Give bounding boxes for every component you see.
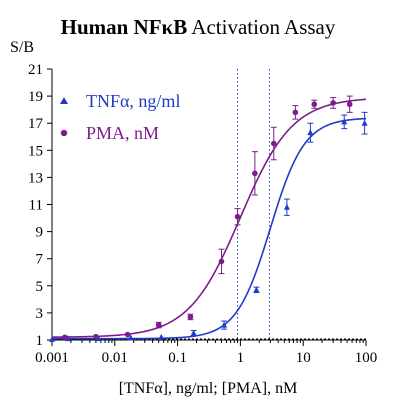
x-axis-label: [TNFα], ng/ml; [PMA], nM — [119, 380, 298, 397]
x-tick-label: 0.001 — [35, 350, 69, 366]
data-point-triangle — [341, 118, 348, 125]
x-tick-label: 0.1 — [168, 350, 187, 366]
chart-title-bold: Human NFκB — [61, 15, 188, 39]
data-point-circle — [234, 213, 241, 220]
y-tick-label: 11 — [29, 198, 43, 214]
data-point-circle — [155, 322, 162, 328]
data-point-triangle — [65, 335, 72, 342]
y-tick-label: 3 — [36, 306, 44, 322]
y-tick-label: 5 — [36, 279, 44, 295]
x-tick-label: 0.01 — [102, 350, 128, 366]
y-axis-label: S/B — [10, 39, 34, 56]
legend-marker-circle — [60, 129, 68, 137]
y-tick-label: 1 — [36, 333, 44, 349]
data-point-triangle — [253, 286, 260, 293]
data-point-circle — [346, 101, 353, 108]
y-tick-label: 13 — [28, 170, 43, 186]
data-point-circle — [93, 333, 99, 340]
data-point-circle — [62, 334, 68, 341]
data-point-circle — [252, 170, 258, 177]
data-point-triangle — [95, 335, 102, 342]
fit-curve-1 — [52, 117, 367, 340]
data-point-circle — [270, 140, 277, 147]
x-tick-label: 10 — [296, 350, 311, 366]
legend-marker-triangle — [60, 97, 68, 104]
data-point-triangle — [283, 203, 290, 210]
y-tick-label: 9 — [36, 225, 44, 241]
chart-title: Human NFκB Activation Assay — [61, 15, 336, 39]
data-point-circle — [292, 109, 299, 116]
chart-title-rest: Activation Assay — [187, 15, 336, 39]
data-point-circle — [187, 314, 194, 320]
data-point-triangle — [127, 334, 134, 341]
data-point-triangle — [49, 335, 55, 342]
y-tick-label: 19 — [28, 89, 43, 105]
x-tick-label: 100 — [355, 350, 378, 366]
y-tick-label: 15 — [28, 143, 43, 159]
data-point-circle — [218, 258, 225, 265]
y-tick-label: 7 — [36, 252, 44, 268]
data-point-triangle — [190, 329, 197, 336]
y-tick-label: 17 — [28, 116, 44, 132]
data-point-circle — [311, 101, 318, 108]
legend-label: TNFα, ng/ml — [86, 91, 180, 111]
legend-label: PMA, nM — [86, 123, 159, 143]
x-tick-label: 1 — [237, 350, 245, 366]
data-point-triangle — [361, 119, 368, 126]
data-point-triangle — [307, 129, 314, 136]
data-point-circle — [124, 331, 131, 338]
data-point-circle — [330, 100, 336, 106]
y-tick-label: 21 — [28, 62, 43, 78]
data-point-triangle — [158, 333, 165, 340]
data-point-triangle — [221, 321, 228, 328]
fit-curve-2 — [51, 98, 367, 338]
